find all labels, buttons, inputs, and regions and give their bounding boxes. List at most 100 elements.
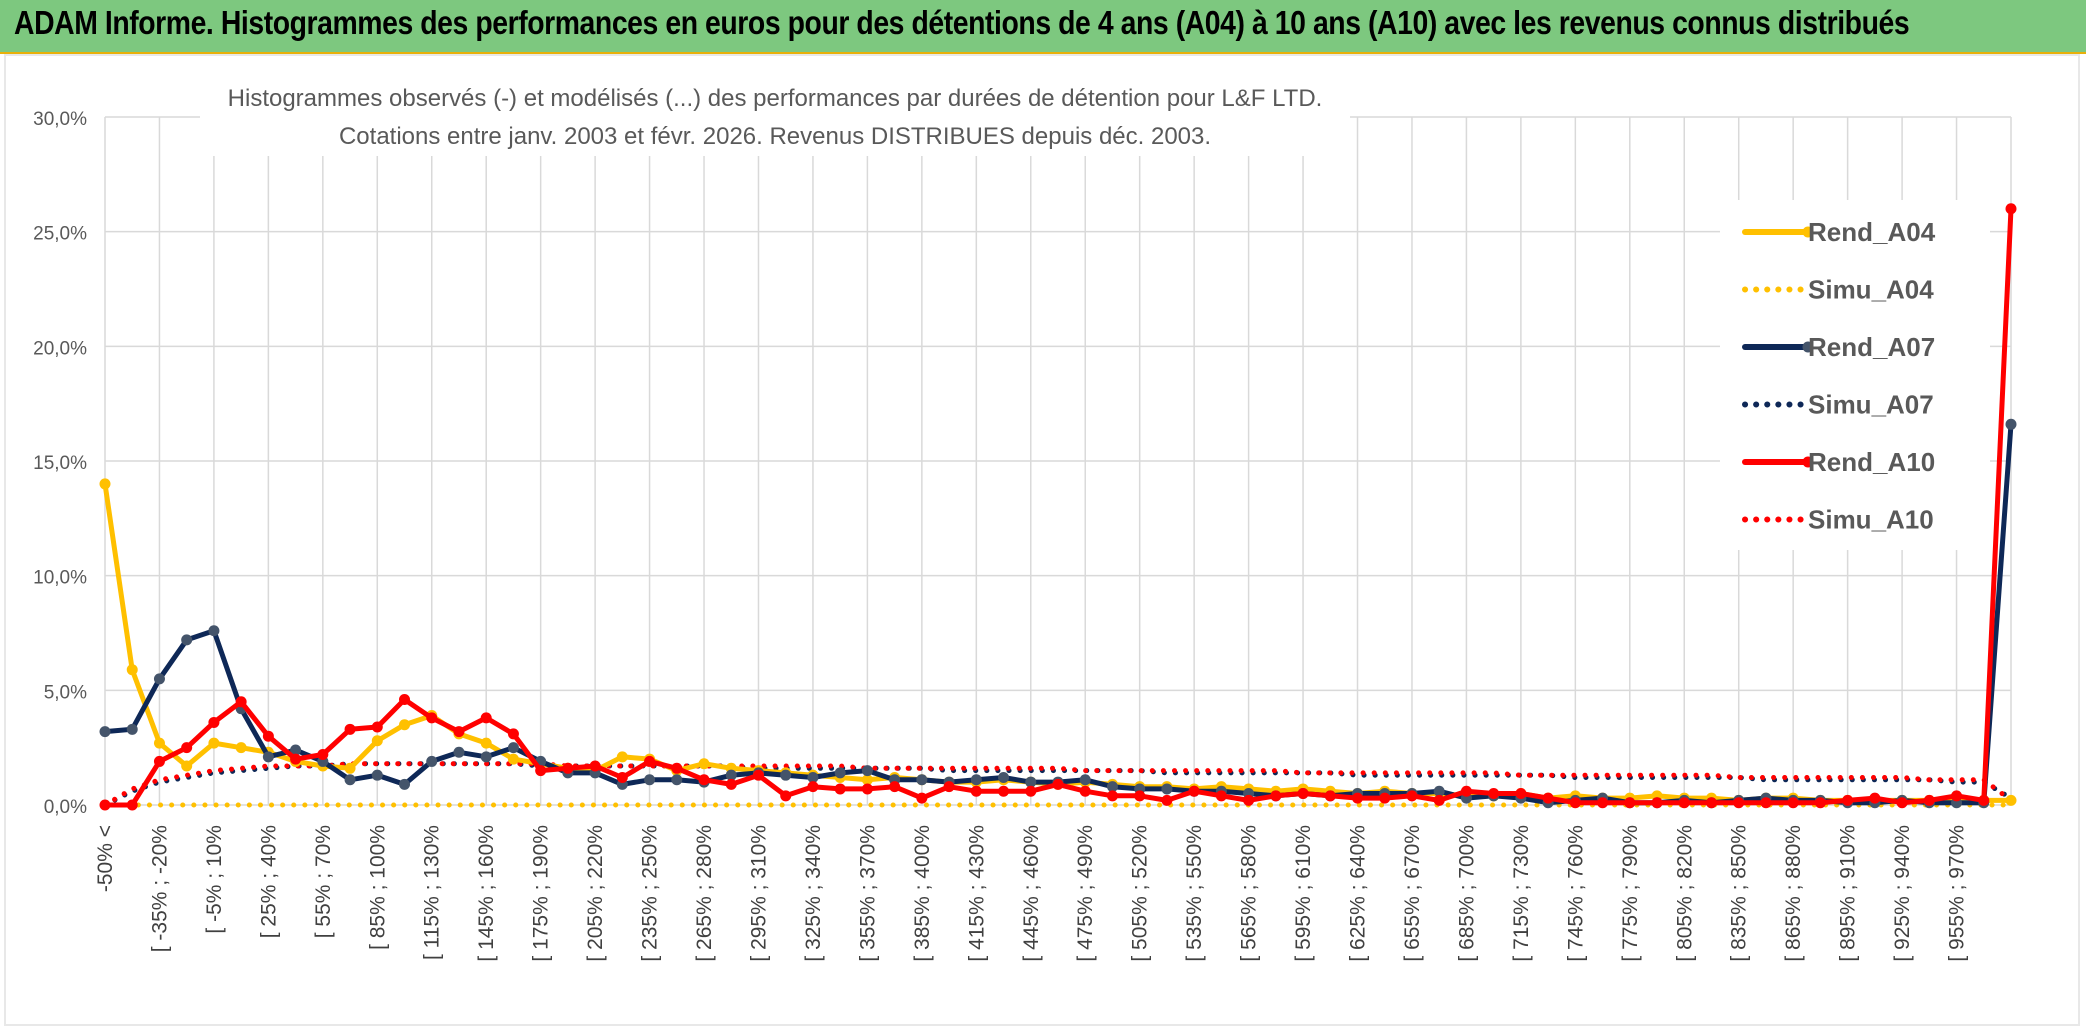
data-point-rend-a10 <box>1787 797 1799 809</box>
data-point-rend-a10 <box>1814 797 1826 809</box>
data-point-rend-a07 <box>998 771 1010 783</box>
data-point-rend-a10 <box>1923 794 1935 806</box>
data-point-rend-a07 <box>1079 774 1091 786</box>
series-line-simu-a07 <box>102 761 2014 808</box>
x-tick-label: [ 595% ; 610% <box>1292 825 1315 962</box>
x-tick-label: [ 445% ; 460% <box>1020 825 1043 962</box>
x-tick-label: [ 475% ; 490% <box>1074 825 1097 962</box>
data-point-rend-a10 <box>943 781 955 793</box>
x-tick-label: [ 325% ; 340% <box>802 825 825 962</box>
x-tick-label: [ 655% ; 670% <box>1401 825 1424 962</box>
data-point-rend-a10 <box>1624 797 1636 809</box>
data-point-rend-a10 <box>235 696 247 708</box>
y-tick-label: 30,0% <box>33 109 87 130</box>
chart-title-line-1: Histogrammes observés (-) et modélisés (… <box>228 85 1323 112</box>
legend-marker <box>1802 341 1814 353</box>
data-point-rend-a10 <box>807 781 819 793</box>
data-point-rend-a10 <box>262 730 274 742</box>
data-point-rend-a10 <box>1134 790 1146 802</box>
x-tick-label: [ 205% ; 220% <box>584 825 607 962</box>
data-point-rend-a07 <box>290 744 302 756</box>
data-point-rend-a04 <box>480 737 492 749</box>
data-point-rend-a10 <box>1733 797 1745 809</box>
data-point-rend-a10 <box>998 785 1010 797</box>
data-point-rend-a10 <box>1678 797 1690 809</box>
y-tick-label: 25,0% <box>33 224 87 245</box>
chart-title-line-2: Cotations entre janv. 2003 et févr. 2026… <box>339 123 1211 150</box>
x-tick-label: [ 895% ; 910% <box>1837 825 1860 962</box>
data-point-rend-a10 <box>317 749 329 761</box>
x-tick-label: [ 535% ; 550% <box>1183 825 1206 962</box>
y-axis: 0,0% 5,0% 10,0% 15,0% 20,0% 25,0% 30,0% <box>33 109 87 818</box>
x-axis: -50% < [ -35% ; -20% [ -5% ; 10% [ 25% ; 40… <box>94 825 1969 962</box>
data-point-rend-a10 <box>1025 785 1037 797</box>
data-point-rend-a10 <box>290 753 302 765</box>
x-tick-label: [ 415% ; 430% <box>965 825 988 962</box>
data-point-rend-a10 <box>1869 792 1881 804</box>
data-point-rend-a10 <box>507 728 519 740</box>
data-point-rend-a10 <box>725 778 737 790</box>
legend-background <box>1720 200 1990 550</box>
legend-label-rend-a07: Rend_A07 <box>1808 332 1935 362</box>
data-point-rend-a07 <box>262 751 274 763</box>
x-tick-label: [ 925% ; 940% <box>1891 825 1914 962</box>
data-point-rend-a07 <box>426 755 438 767</box>
data-point-rend-a07 <box>1161 783 1173 795</box>
data-point-rend-a10 <box>153 755 165 767</box>
x-tick-label: [ 685% ; 700% <box>1455 825 1478 962</box>
data-point-rend-a07 <box>780 769 792 781</box>
x-tick-label: -50% < <box>94 825 117 892</box>
data-point-rend-a10 <box>1161 794 1173 806</box>
data-point-rend-a07 <box>807 771 819 783</box>
data-point-rend-a10 <box>1297 788 1309 800</box>
data-point-rend-a04 <box>371 735 383 747</box>
data-point-rend-a10 <box>1597 797 1609 809</box>
x-tick-label: [ 55% ; 70% <box>312 825 335 938</box>
data-point-rend-a10 <box>399 694 411 706</box>
legend-label-rend-a04: Rend_A04 <box>1808 217 1936 247</box>
data-point-rend-a10 <box>344 723 356 735</box>
x-tick-label: [ 805% ; 820% <box>1673 825 1696 962</box>
x-tick-label: [ 505% ; 520% <box>1129 825 1152 962</box>
x-tick-label: [ -5% ; 10% <box>203 825 226 934</box>
data-point-rend-a10 <box>780 790 792 802</box>
data-point-rend-a07 <box>399 778 411 790</box>
data-point-rend-a10 <box>671 762 683 774</box>
data-point-rend-a04 <box>507 753 519 765</box>
data-point-rend-a10 <box>1406 790 1418 802</box>
data-point-rend-a10 <box>1079 785 1091 797</box>
data-point-rend-a04 <box>181 760 193 772</box>
data-point-rend-a10 <box>1270 790 1282 802</box>
x-tick-label: [ 565% ; 580% <box>1238 825 1261 962</box>
data-point-rend-a10 <box>589 760 601 772</box>
data-point-rend-a07 <box>99 726 111 738</box>
x-tick-label: [ 955% ; 970% <box>1946 825 1969 962</box>
x-tick-label: [ 745% ; 760% <box>1564 825 1587 962</box>
y-tick-label: 20,0% <box>33 338 87 359</box>
data-point-rend-a04 <box>344 762 356 774</box>
data-point-rend-a07 <box>371 769 383 781</box>
x-tick-label: [ 715% ; 730% <box>1510 825 1533 962</box>
data-point-rend-a10 <box>1896 797 1908 809</box>
data-point-rend-a04 <box>698 758 710 770</box>
y-tick-label: 0,0% <box>44 797 87 818</box>
x-tick-label: [ 235% ; 250% <box>639 825 662 962</box>
data-point-rend-a07 <box>834 767 846 779</box>
data-point-rend-a10 <box>1842 794 1854 806</box>
data-point-rend-a10 <box>1705 797 1717 809</box>
x-tick-label: [ 625% ; 640% <box>1347 825 1370 962</box>
x-tick-label: [ 385% ; 400% <box>911 825 934 962</box>
x-tick-label: [ 865% ; 880% <box>1782 825 1805 962</box>
banner-title: ADAM Informe. Histogrammes des performan… <box>14 4 1910 41</box>
x-tick-label: [ 835% ; 850% <box>1728 825 1751 962</box>
data-point-rend-a10 <box>1951 790 1963 802</box>
data-point-rend-a04 <box>399 719 411 731</box>
data-point-rend-a07 <box>970 774 982 786</box>
data-point-rend-a10 <box>181 742 193 754</box>
data-point-rend-a10 <box>1215 790 1227 802</box>
data-point-rend-a07 <box>671 774 683 786</box>
data-point-rend-a10 <box>1488 788 1500 800</box>
data-point-rend-a04 <box>153 737 165 749</box>
data-point-rend-a10 <box>1324 790 1336 802</box>
data-point-rend-a10 <box>970 785 982 797</box>
